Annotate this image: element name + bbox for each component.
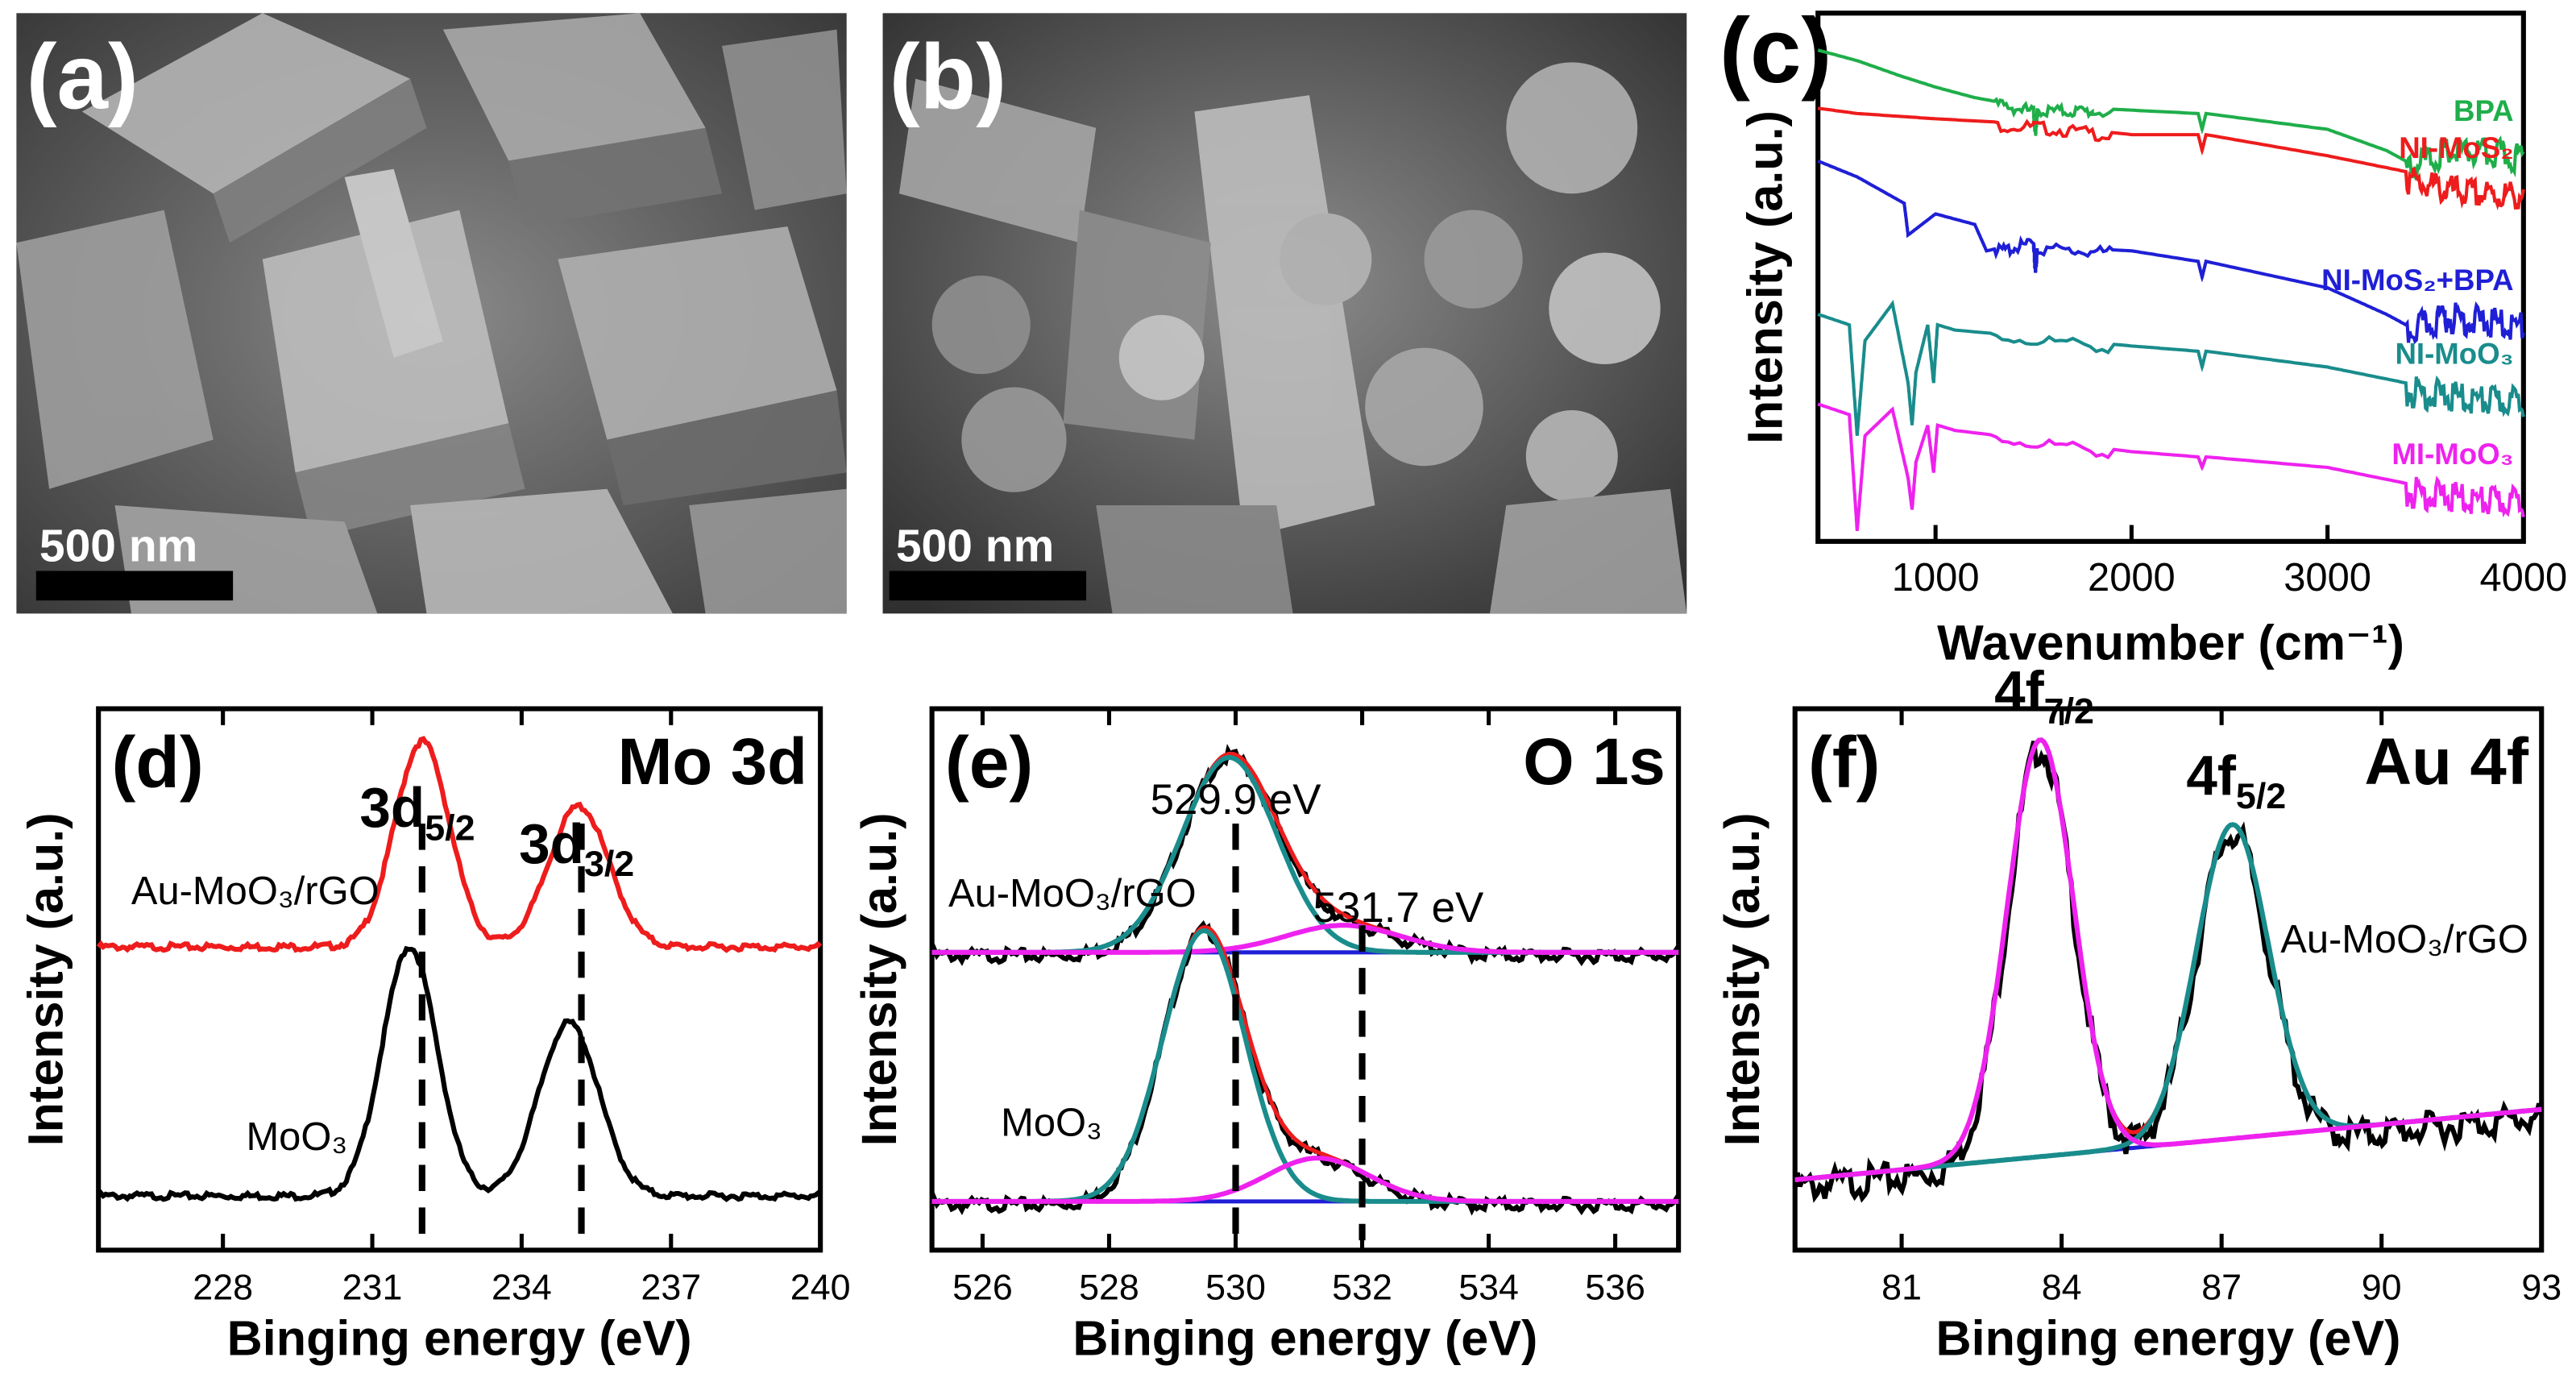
legend-label-c-0: BPA <box>2454 94 2514 127</box>
panel-label-e: (e) <box>945 722 1033 803</box>
plot-frame-e <box>929 706 1682 1253</box>
peak-label-e-0: 529.9 eV <box>1151 776 1322 824</box>
peak1-line-f <box>1794 737 2542 1183</box>
chart-d-svg: 228 231 234 237 240 Binging energy (eV) Intens… <box>18 706 851 1366</box>
x-tick-label-e-0: 526 <box>952 1267 1013 1307</box>
peak-label-f-0: 4f7/2 <box>1994 659 2094 731</box>
series-line-c-1 <box>1817 106 2525 211</box>
legend-label-c-4: MI-MoO₃ <box>2391 438 2513 471</box>
x-tick-label-d-1: 231 <box>342 1267 403 1307</box>
chart-c: 1000 2000 3000 4000 Wavenumber (cm⁻¹) Intensi… <box>1707 0 2567 670</box>
y-axis-label-f: Intensity (a.u.) <box>1715 812 1769 1146</box>
x-tick-label-f-0: 81 <box>1881 1267 1922 1307</box>
x-tick-label-e-2: 530 <box>1205 1267 1266 1307</box>
x-axis-label-d: Binging energy (eV) <box>227 1311 692 1366</box>
series-label-e-0: Au-MoO₃/rGO <box>948 872 1197 915</box>
panel-title-e: O 1s <box>1523 725 1665 799</box>
scale-bar-label-a: 500 nm <box>39 520 197 571</box>
chart-f: 81 84 87 90 93 Binging energy (eV) Intensity (… <box>1715 659 2571 1378</box>
x-tick-label-f-1: 84 <box>2042 1267 2082 1307</box>
panel-title-d: Mo 3d <box>618 725 807 799</box>
chart-e: 526 528 530 532 534 536 Binging energy (eV) Int… <box>852 689 1695 1378</box>
y-axis-label-d: Intensity (a.u.) <box>18 812 73 1146</box>
series-label-d-1: MoO₃ <box>246 1115 347 1159</box>
scale-bar-b <box>889 571 1087 601</box>
sem-image-b: (b) 500 nm <box>882 13 1687 614</box>
x-tick-label-f-3: 90 <box>2362 1267 2402 1307</box>
panel-label-a: (a) <box>27 26 139 128</box>
series-line-d-0 <box>96 736 823 953</box>
raw-line-e-1 <box>929 919 1681 1216</box>
x-tick-label-e-3: 532 <box>1332 1267 1392 1307</box>
chart-e-svg: 526 528 530 532 534 536 Binging energy (eV) Int… <box>852 706 1682 1366</box>
peak-label-f-1: 4f5/2 <box>2186 745 2286 816</box>
series-line-d-1 <box>96 945 823 1202</box>
x-tick-label-e-1: 528 <box>1079 1267 1139 1307</box>
legend-label-c-3: NI-MoO₃ <box>2395 338 2513 371</box>
chart-d: 228 231 234 237 240 Binging energy (eV) Intens… <box>0 689 861 1378</box>
x-tick-label-d-0: 228 <box>193 1267 253 1307</box>
x-tick-label-d-4: 240 <box>790 1267 851 1307</box>
series-line-c-0 <box>1817 48 2525 181</box>
panel-label-d: (d) <box>111 722 203 803</box>
peak2-line-e-0 <box>931 923 1679 955</box>
y-axis-label-e: Intensity (a.u.) <box>852 812 906 1146</box>
sem-a-graphic: (a) 500 nm <box>16 13 847 614</box>
series-line-c-2 <box>1817 160 2525 345</box>
scale-bar-label-b: 500 nm <box>896 520 1054 571</box>
series-line-c-3 <box>1817 299 2525 436</box>
legend-label-c-1: NI-MoS₂ <box>2399 131 2513 164</box>
peak-label-d-0: 3d5/2 <box>359 776 475 848</box>
x-tick-label-d-2: 234 <box>492 1267 552 1307</box>
peak-label-main: 3d <box>359 776 425 839</box>
plot-frame-d <box>96 706 823 1253</box>
peak-label-sub: 5/2 <box>2236 776 2286 816</box>
x-tick-label-e-4: 534 <box>1458 1267 1519 1307</box>
series-line-c-4 <box>1817 402 2525 531</box>
sem-b-graphic: (b) 500 nm <box>882 13 1687 614</box>
peak-label-main: 4f <box>1994 659 2045 722</box>
panel-label-b: (b) <box>890 26 1007 128</box>
series-label-e-1: MoO₃ <box>1001 1101 1102 1144</box>
peak-label-sub: 7/2 <box>2044 691 2094 732</box>
scale-bar-a <box>35 571 234 601</box>
x-tick-label-c-1: 2000 <box>2088 556 2176 600</box>
x-axis-label-f: Binging energy (eV) <box>1935 1311 2400 1366</box>
chart-c-svg: 1000 2000 3000 4000 Wavenumber (cm⁻¹) Intensi… <box>1719 0 2567 670</box>
peak-label-sub: 5/2 <box>425 807 475 848</box>
chart-f-svg: 81 84 87 90 93 Binging energy (eV) Intensity (… <box>1715 659 2561 1366</box>
peak-label-d-1: 3d3/2 <box>519 812 634 884</box>
x-tick-label-f-4: 93 <box>2521 1267 2561 1307</box>
legend-label-c-2: NI-MoS₂+BPA <box>2321 264 2513 297</box>
x-tick-label-d-3: 237 <box>641 1267 701 1307</box>
panel-label-c: (c) <box>1719 0 1831 102</box>
x-tick-label-c-2: 3000 <box>2284 556 2371 600</box>
panel-label-f: (f) <box>1808 722 1881 803</box>
x-axis-label-c: Wavenumber (cm⁻¹) <box>1937 615 2404 670</box>
series-label-d-0: Au-MoO₃/rGO <box>131 870 380 913</box>
x-tick-label-e-5: 536 <box>1585 1267 1645 1307</box>
peak-label-sub: 3/2 <box>584 844 634 884</box>
peak2-line-f <box>1794 822 2542 1183</box>
sem-image-a: (a) 500 nm <box>16 13 847 614</box>
x-tick-label-f-2: 87 <box>2201 1267 2242 1307</box>
panel-title-f: Au 4f <box>2364 725 2528 799</box>
series-label-f: Au-MoO₃/rGO <box>2280 918 2528 961</box>
plot-frame-f <box>1792 706 2545 1253</box>
x-tick-label-c-0: 1000 <box>1892 556 1980 600</box>
plot-frame-c <box>1815 10 2526 544</box>
peak-label-main: 3d <box>519 812 584 875</box>
raw-line-f <box>1792 741 2545 1203</box>
x-tick-label-c-3: 4000 <box>2479 556 2567 600</box>
y-axis-label-c: Intensity (a.u.) <box>1737 110 1792 444</box>
x-axis-label-e: Binging energy (eV) <box>1072 1311 1537 1366</box>
peak2-line-e-1 <box>931 1156 1679 1204</box>
peak-label-e-1: 531.7 eV <box>1313 884 1484 932</box>
peak-label-main: 4f <box>2186 745 2237 807</box>
